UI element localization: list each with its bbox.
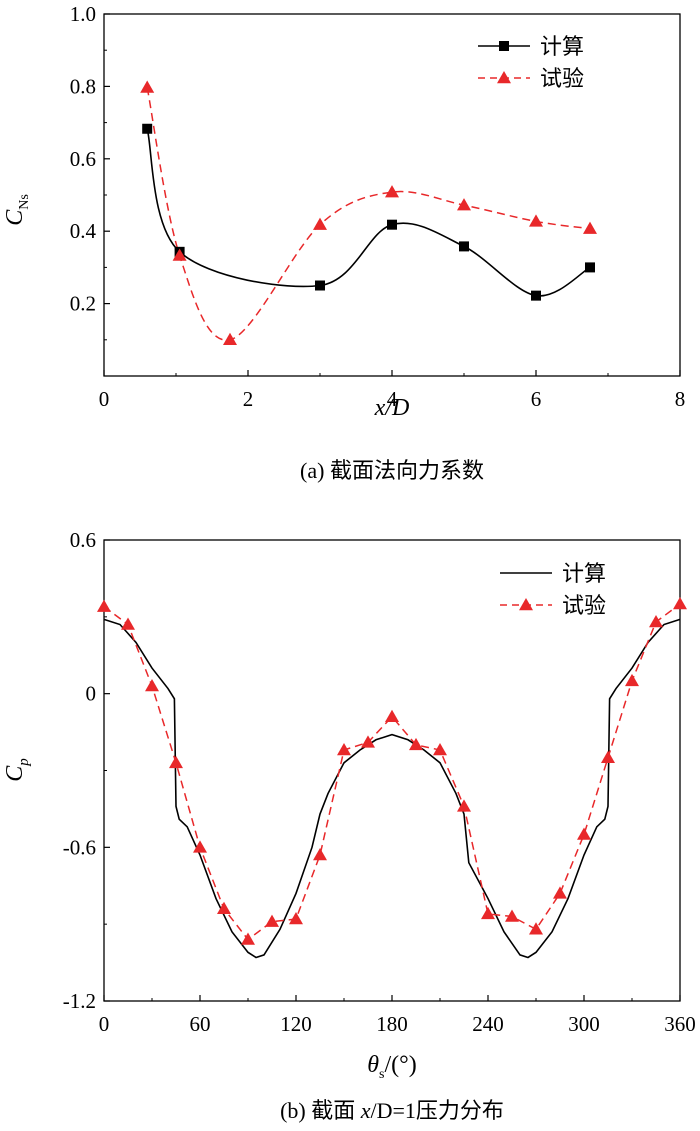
- data-point-b-1: [577, 827, 591, 840]
- x-tick-label: 0: [99, 387, 110, 411]
- data-point-b-1: [481, 906, 495, 920]
- data-point-b-1: [361, 735, 375, 748]
- y-axis-label-b-sub: p: [16, 758, 32, 767]
- data-point-b-1: [169, 755, 183, 769]
- data-point-a-0: [315, 280, 325, 291]
- y-axis-label-a: CNs: [2, 194, 32, 226]
- y-tick-label: 1.0: [70, 2, 96, 26]
- data-point-b-1: [217, 901, 231, 915]
- y-tick-label: 0.6: [70, 528, 96, 552]
- data-point-b-1: [457, 799, 471, 812]
- data-point-b-1: [289, 912, 303, 925]
- y-axis-label-b-main: C: [2, 765, 28, 782]
- x-tick-label: 4: [387, 387, 398, 411]
- x-tick-label: 2: [243, 387, 254, 411]
- x-tick-label: 0: [99, 1012, 110, 1036]
- x-tick-label: 300: [568, 1012, 600, 1036]
- data-point-b-1: [553, 886, 567, 899]
- caption-a: (a) 截面法向力系数: [300, 458, 484, 484]
- data-point-b-1: [265, 914, 279, 927]
- x-axis-label-b: θs/(°): [367, 1052, 417, 1082]
- data-point-b-1: [673, 597, 687, 610]
- x-tick-label: 240: [472, 1012, 504, 1036]
- data-point-a-1: [313, 217, 327, 230]
- series-line-a-1: [146, 87, 591, 341]
- legend-label: 试验: [562, 594, 606, 619]
- data-point-b-1: [433, 743, 447, 756]
- caption-b-italic: x: [360, 1098, 371, 1123]
- y-axis-label-b: Cp: [2, 758, 32, 782]
- legend-label: 计算: [540, 35, 584, 60]
- data-point-b-1: [625, 673, 639, 687]
- data-point-b-1: [409, 737, 423, 751]
- data-point-b-1: [97, 599, 111, 612]
- legend-marker: [497, 71, 511, 84]
- data-point-a-1: [529, 214, 543, 227]
- caption-b-suffix: 压力分布: [416, 1099, 504, 1124]
- x-tick-label: 360: [664, 1012, 696, 1036]
- series-line-a-0: [146, 128, 591, 297]
- y-tick-label: -1.2: [63, 989, 96, 1013]
- y-tick-label: 0.4: [70, 219, 97, 243]
- x-axis-label-b-sub: s: [379, 1067, 384, 1082]
- x-axis-label-a: x/D: [374, 395, 410, 421]
- data-point-a-1: [385, 185, 399, 198]
- caption-a-text: 截面法向力系数: [330, 459, 484, 484]
- y-tick-label: 0.6: [70, 147, 96, 171]
- data-point-b-1: [601, 750, 615, 763]
- data-point-b-1: [649, 614, 663, 628]
- data-point-a-1: [140, 80, 155, 93]
- data-point-b-1: [241, 932, 255, 945]
- x-tick-label: 8: [675, 387, 686, 411]
- data-point-b-1: [385, 709, 399, 722]
- data-point-a-1: [172, 248, 187, 261]
- x-axis-label-a-rest: /D: [383, 395, 409, 421]
- series-line-b-1: [103, 603, 681, 941]
- data-point-a-0: [142, 123, 153, 134]
- data-point-b-1: [193, 840, 207, 853]
- legend-label: 试验: [540, 67, 584, 92]
- data-point-a-0: [585, 262, 595, 273]
- y-tick-label: 0.8: [70, 74, 96, 98]
- legend-label: 计算: [562, 562, 606, 587]
- y-tick-label: 0.2: [70, 292, 96, 316]
- caption-a-prefix: (a): [300, 458, 330, 483]
- y-tick-label: -0.6: [63, 835, 96, 859]
- data-point-b-1: [313, 848, 327, 861]
- data-point-a-0: [387, 219, 397, 230]
- y-axis-label-a-sub: Ns: [17, 194, 32, 210]
- x-tick-label: 180: [376, 1012, 408, 1036]
- x-tick-label: 120: [280, 1012, 312, 1036]
- caption-b: (b) 截面 x/D=1压力分布: [280, 1098, 504, 1124]
- data-point-b-1: [529, 922, 543, 935]
- data-point-b-1: [145, 678, 159, 692]
- x-tick-label: 6: [531, 387, 542, 411]
- x-axis-label-b-main: θ: [367, 1052, 379, 1078]
- x-axis-label-b-unit: /(°): [385, 1052, 417, 1078]
- legend-marker: [499, 41, 509, 51]
- data-point-a-1: [457, 198, 471, 211]
- series-line-b-0: [103, 618, 681, 959]
- caption-b-prefix: (b) 截面: [280, 1098, 361, 1123]
- data-point-b-1: [121, 617, 135, 630]
- data-point-b-1: [337, 743, 351, 756]
- y-tick-label: 0: [86, 682, 97, 706]
- y-axis-label-a-main: C: [2, 209, 28, 226]
- data-point-a-0: [459, 241, 469, 252]
- data-point-a-1: [583, 221, 597, 234]
- data-point-b-1: [505, 909, 519, 922]
- data-point-a-0: [531, 290, 541, 301]
- x-tick-label: 60: [190, 1012, 211, 1036]
- x-axis-label-a-italic: x: [374, 395, 386, 421]
- caption-b-rest: /D=1: [370, 1098, 415, 1123]
- data-point-a-1: [223, 332, 237, 346]
- legend-marker: [519, 598, 533, 611]
